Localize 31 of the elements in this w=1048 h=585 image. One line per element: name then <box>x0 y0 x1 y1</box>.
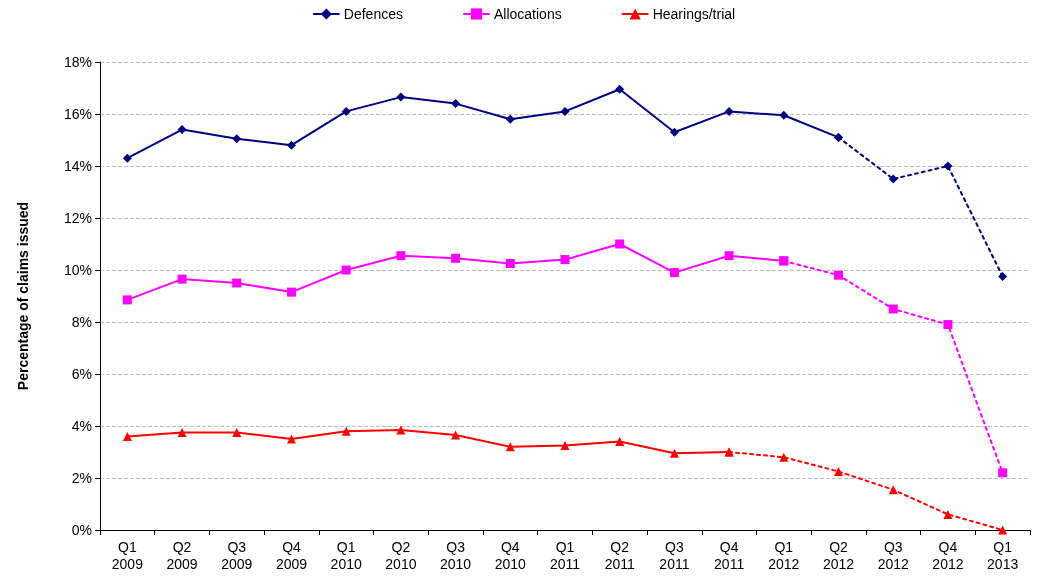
y-tick-label: 10% <box>63 262 92 278</box>
x-tick-label: Q1 2012 <box>768 538 800 572</box>
x-tick-label: Q1 2011 <box>549 538 581 572</box>
x-tick-label: Q1 2010 <box>330 538 362 572</box>
x-tick-label: Q3 2010 <box>440 538 472 572</box>
x-tick-label: Q3 2012 <box>877 538 910 572</box>
legend-label: Allocations <box>493 6 562 22</box>
x-tick-label: Q2 2009 <box>166 538 198 572</box>
x-tick-label: Q1 2009 <box>111 538 144 572</box>
x-tick-label: Q3 2009 <box>221 538 253 572</box>
x-tick-label: Q4 2010 <box>494 538 527 572</box>
y-tick-label: 2% <box>71 470 92 486</box>
legend-label: Defences <box>343 6 403 22</box>
y-tick-label: 12% <box>63 210 92 226</box>
y-tick-label: 6% <box>71 366 92 382</box>
y-tick-label: 8% <box>71 314 92 330</box>
x-tick-label: Q4 2012 <box>932 538 964 572</box>
y-tick-label: 0% <box>71 522 92 538</box>
y-tick-label: 4% <box>71 418 92 434</box>
x-tick-label: Q2 2012 <box>822 538 855 572</box>
x-tick-label: Q3 2011 <box>659 538 690 572</box>
y-axis-title: Percentage of claims issued <box>15 201 31 391</box>
x-tick-label: Q4 2009 <box>275 538 308 572</box>
y-tick-label: 14% <box>63 158 92 174</box>
y-tick-label: 18% <box>63 54 92 70</box>
x-tick-label: Q4 2011 <box>714 538 745 572</box>
legend-label: Hearings/trial <box>652 6 736 22</box>
x-tick-label: Q2 2011 <box>604 538 635 572</box>
y-tick-label: 16% <box>63 106 92 122</box>
x-tick-label: Q2 2010 <box>385 538 417 572</box>
x-tick-label: Q1 2013 <box>987 538 1019 572</box>
